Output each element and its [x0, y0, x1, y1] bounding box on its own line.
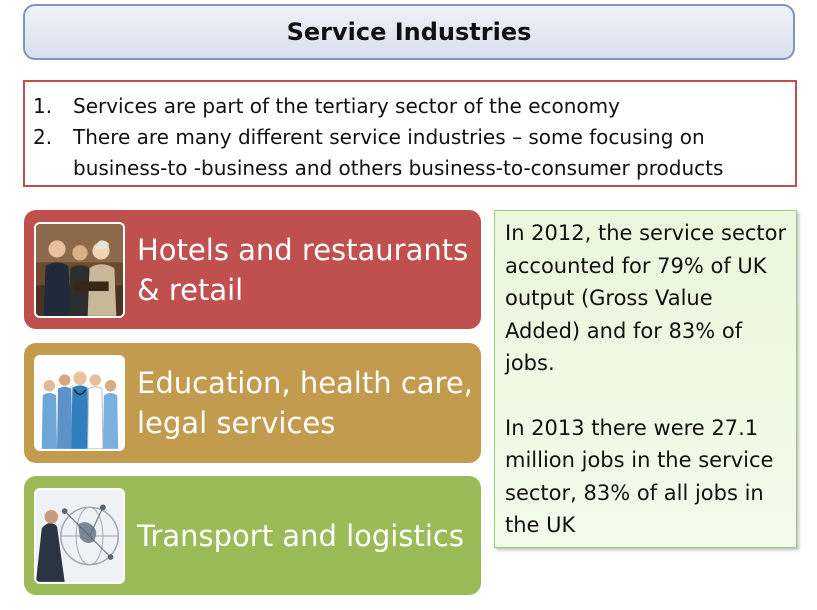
tile-transport-logistics: Transport and logistics: [24, 476, 481, 595]
list-item: 2. There are many different service indu…: [33, 122, 795, 184]
intro-list: 1. Services are part of the tertiary sec…: [23, 80, 797, 187]
list-number: 1.: [33, 94, 53, 118]
tile-label: Transport and logistics: [137, 518, 464, 553]
tile-hotels-restaurants-retail: Hotels and restaurants & retail: [24, 210, 481, 329]
statistics-paragraph-2012: In 2012, the service sector accounted fo…: [505, 221, 787, 375]
tile-label: Hotels and restaurants & retail: [137, 232, 469, 307]
title-banner: Service Industries: [23, 4, 795, 60]
statistics-paragraph-2013: In 2013 there were 27.1 million jobs in …: [505, 415, 774, 538]
medical-staff-photo-icon: [34, 355, 125, 451]
list-text: There are many different service industr…: [73, 125, 724, 180]
statistics-box: In 2012, the service sector accounted fo…: [494, 210, 797, 548]
tile-label: Education, health care, legal services: [137, 366, 473, 440]
list-number: 2.: [33, 125, 53, 149]
global-network-photo-icon: [34, 487, 125, 584]
tile-education-health-legal: Education, health care, legal services: [24, 343, 481, 463]
list-text: Services are part of the tertiary sector…: [73, 94, 620, 118]
hotel-reception-photo-icon: [34, 221, 125, 318]
page-title: Service Industries: [286, 18, 532, 46]
list-item: 1. Services are part of the tertiary sec…: [33, 91, 795, 122]
